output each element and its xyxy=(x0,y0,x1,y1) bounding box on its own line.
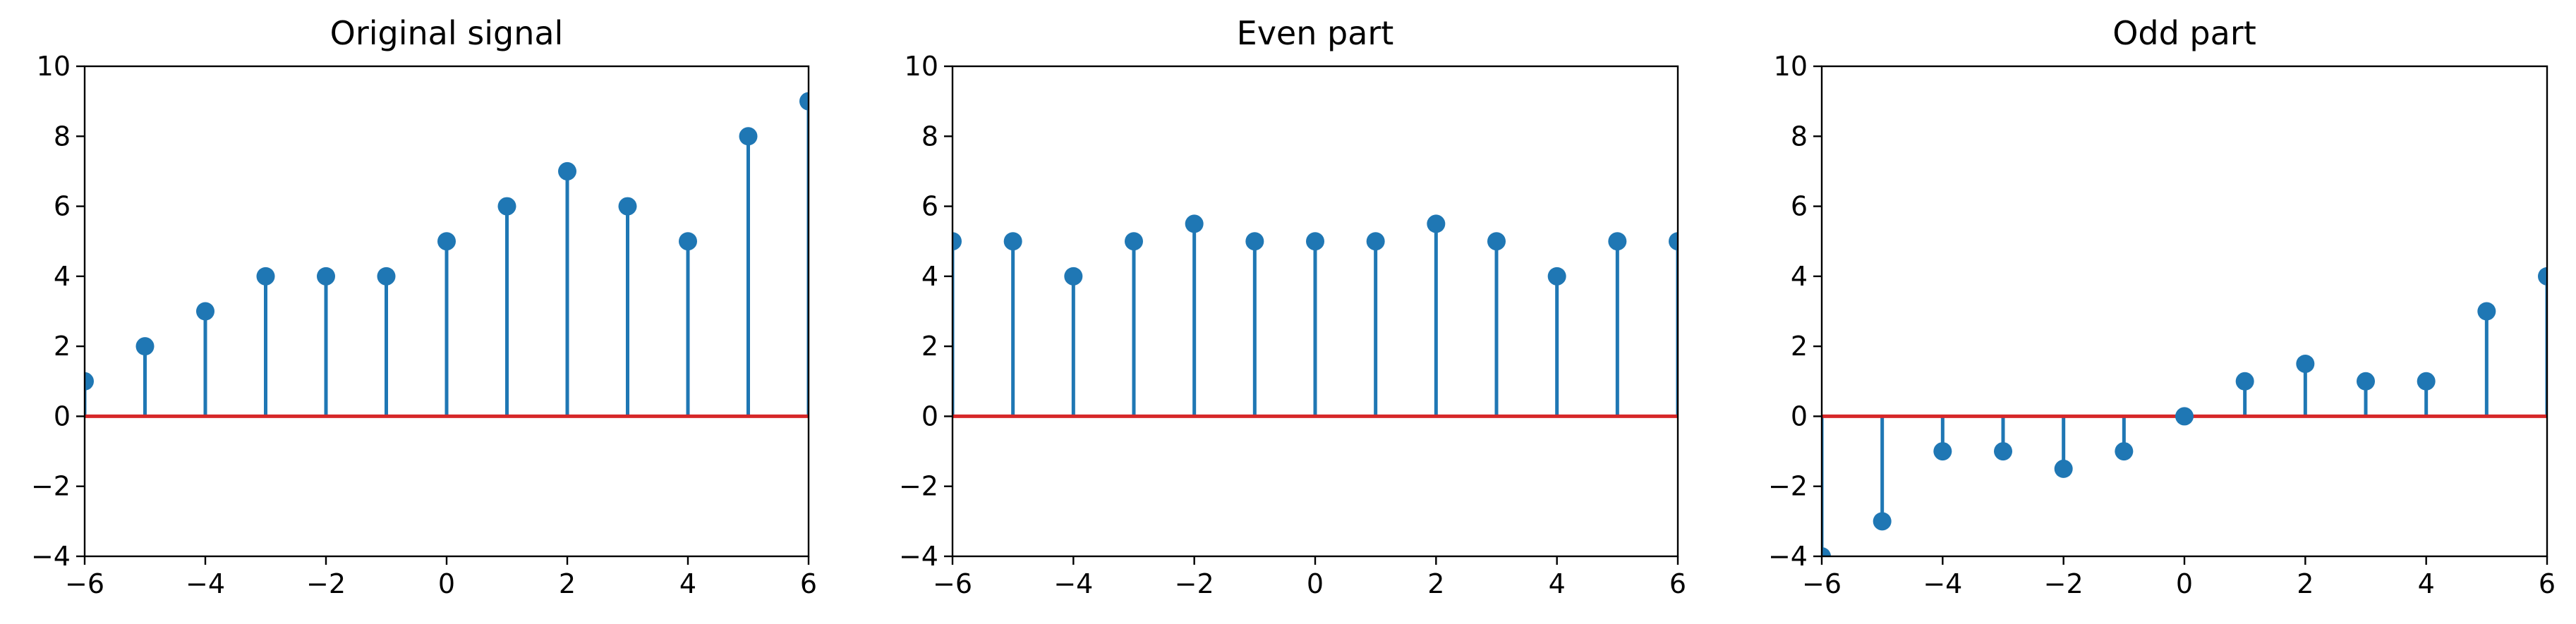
stem-marker xyxy=(2175,407,2194,426)
y-tick-label: 6 xyxy=(54,191,71,222)
chart-title: Odd part xyxy=(2112,14,2256,52)
stem-marker xyxy=(1822,547,1831,556)
y-tick-label: 0 xyxy=(1791,400,1808,432)
stem-marker xyxy=(2235,372,2254,391)
stem-marker xyxy=(739,127,758,146)
stem-marker xyxy=(2054,459,2073,478)
x-tick-label: 4 xyxy=(679,568,696,599)
x-tick-label: 6 xyxy=(800,568,817,599)
y-tick-label: 10 xyxy=(905,51,938,82)
x-tick-label: 6 xyxy=(2539,568,2556,599)
stem-marker xyxy=(2477,302,2496,321)
stem-marker xyxy=(2115,442,2134,461)
x-tick-label: 6 xyxy=(1669,568,1686,599)
x-tick-label: 4 xyxy=(1549,568,1566,599)
y-tick-label: 8 xyxy=(1791,121,1808,152)
y-tick-label: 8 xyxy=(921,121,938,152)
y-tick-label: −4 xyxy=(31,541,71,572)
stem-marker xyxy=(1608,232,1627,251)
y-tick-label: −4 xyxy=(899,541,938,572)
x-tick-label: 0 xyxy=(438,568,455,599)
stem-marker xyxy=(377,267,396,286)
stem-marker xyxy=(679,232,697,251)
x-tick-label: 0 xyxy=(1307,568,1324,599)
y-tick-label: 4 xyxy=(54,261,71,292)
y-tick-label: −4 xyxy=(1768,541,1808,572)
y-tick-label: 10 xyxy=(1774,51,1808,82)
stem-marker xyxy=(1547,267,1566,286)
plot-area xyxy=(1822,267,2547,556)
stem-marker xyxy=(1994,442,2012,461)
y-tick-label: 6 xyxy=(921,191,938,222)
x-tick-label: 2 xyxy=(1427,568,1444,599)
stem-marker xyxy=(799,92,809,111)
x-tick-label: −6 xyxy=(1802,568,1842,599)
y-tick-label: −2 xyxy=(31,471,71,502)
y-tick-label: 10 xyxy=(37,51,71,82)
stem-marker xyxy=(256,267,275,286)
y-tick-label: 2 xyxy=(1791,331,1808,362)
stem-marker xyxy=(1245,232,1264,251)
x-tick-label: −2 xyxy=(2044,568,2084,599)
y-tick-label: 6 xyxy=(1791,191,1808,222)
stem-marker xyxy=(1669,232,1678,251)
x-tick-label: 4 xyxy=(2418,568,2435,599)
y-tick-label: −2 xyxy=(899,471,938,502)
x-tick-label: −4 xyxy=(1923,568,1962,599)
stem-marker xyxy=(2296,354,2315,373)
stem-marker xyxy=(1003,232,1022,251)
x-tick-label: −4 xyxy=(186,568,225,599)
y-tick-label: 2 xyxy=(921,331,938,362)
stem-marker xyxy=(1366,232,1385,251)
stem-marker xyxy=(558,161,576,181)
x-tick-label: 2 xyxy=(2297,568,2314,599)
y-tick-label: −2 xyxy=(1768,471,1808,502)
plot-area xyxy=(85,92,809,418)
stem-marker xyxy=(1185,214,1204,233)
stem-marker xyxy=(135,337,155,356)
y-tick-label: 0 xyxy=(54,400,71,432)
stem-marker xyxy=(196,302,214,321)
x-tick-label: −6 xyxy=(933,568,972,599)
stem-marker xyxy=(437,232,456,251)
stem-marker xyxy=(1125,232,1143,251)
x-tick-label: −4 xyxy=(1053,568,1093,599)
stem-marker xyxy=(317,267,335,286)
plot-area xyxy=(953,214,1678,418)
stem-marker xyxy=(2538,267,2547,286)
stem-marker xyxy=(1933,442,1952,461)
stem-marker xyxy=(1306,232,1324,251)
x-tick-label: −6 xyxy=(65,568,104,599)
x-tick-label: 0 xyxy=(2176,568,2193,599)
x-tick-label: −2 xyxy=(1175,568,1214,599)
y-tick-label: 4 xyxy=(1791,261,1808,292)
stem-marker xyxy=(1487,232,1506,251)
stem-marker xyxy=(1427,214,1446,233)
chart-title: Even part xyxy=(1237,14,1394,52)
y-tick-label: 4 xyxy=(921,261,938,292)
stem-marker xyxy=(618,197,637,216)
stem-marker xyxy=(85,372,94,391)
stem-marker xyxy=(2417,372,2436,391)
x-tick-label: −2 xyxy=(306,568,346,599)
x-tick-label: 2 xyxy=(559,568,576,599)
chart-title: Original signal xyxy=(330,14,564,52)
stem-marker xyxy=(497,197,516,216)
axes-frame xyxy=(1820,65,2548,558)
stem-marker xyxy=(1064,267,1083,286)
stem-marker xyxy=(1873,512,1892,531)
stem-marker xyxy=(2357,372,2375,391)
y-tick-label: 0 xyxy=(921,400,938,432)
y-tick-label: 8 xyxy=(54,121,71,152)
stem-marker xyxy=(953,232,962,251)
y-tick-label: 2 xyxy=(54,331,71,362)
